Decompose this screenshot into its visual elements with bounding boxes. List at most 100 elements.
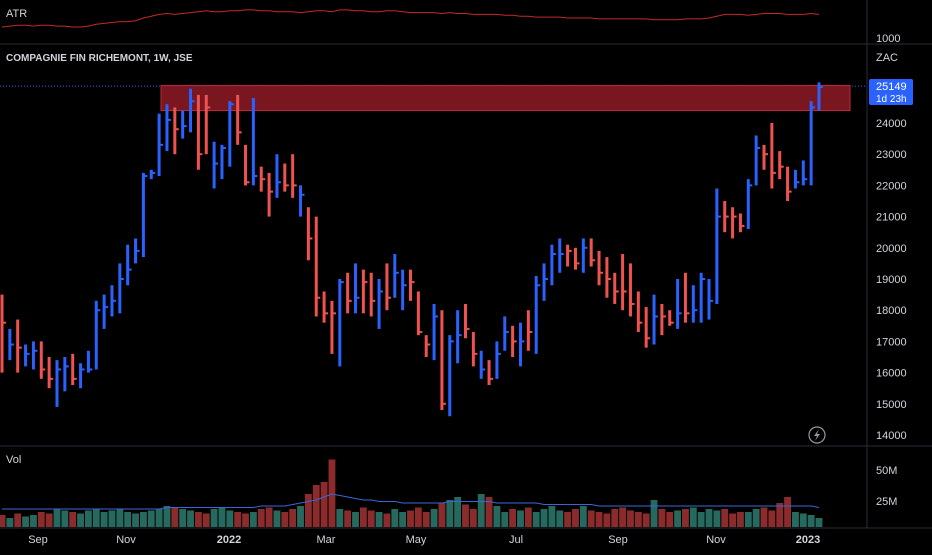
volume-bar [650, 500, 658, 527]
volume-bar [454, 497, 462, 527]
price-tick-label: 17000 [876, 336, 907, 348]
price-axis: 14000 15000 16000 17000 18000 19000 20000 21000… [876, 118, 907, 442]
volume-axis-label: 50M [876, 465, 897, 477]
volume-bar [721, 509, 729, 527]
time-tick-label: Mar [317, 534, 336, 546]
volume-bar [579, 506, 587, 527]
volume-bar [124, 512, 132, 527]
volume-bar [729, 513, 737, 527]
volume-bar [634, 512, 642, 527]
volume-bar [564, 512, 572, 527]
volume-bar [37, 512, 45, 527]
volume-bar [383, 513, 391, 527]
volume-bar [792, 512, 799, 527]
lightning-icon[interactable] [808, 426, 826, 444]
volume-bar [226, 510, 234, 527]
volume-bar [171, 507, 179, 527]
time-tick-label: Sep [608, 534, 628, 546]
volume-bar [77, 513, 84, 527]
volume-bar [45, 513, 53, 527]
volume-bar [352, 512, 359, 527]
volume-bars [0, 459, 823, 527]
volume-bar [603, 513, 611, 527]
volume-bar [375, 512, 383, 527]
volume-bar [737, 512, 744, 527]
volume-bar [391, 509, 399, 527]
volume-bar [22, 516, 29, 527]
volume-bar [155, 509, 163, 527]
volume-bar [328, 459, 336, 527]
volume-bar [430, 509, 438, 527]
atr-line [1, 9, 820, 28]
price-tick-label: 19000 [876, 274, 907, 286]
volume-bar [572, 509, 579, 527]
volume-bar [61, 510, 69, 527]
volume-ma-line [2, 493, 820, 510]
resistance-zone[interactable] [160, 85, 851, 112]
volume-bar [202, 513, 210, 527]
price-tick-label: 21000 [876, 212, 907, 224]
volume-bar [595, 512, 603, 527]
volume-bar [273, 510, 281, 527]
time-tick-label: 2022 [217, 534, 241, 546]
volume-bar [666, 512, 674, 527]
volume-bar [132, 513, 139, 527]
volume-bar [532, 512, 540, 527]
volume-bar [524, 507, 532, 527]
bar-countdown: 1d 23h [876, 94, 907, 105]
volume-bar [304, 494, 312, 527]
volume-bar [705, 509, 713, 527]
price-bars [0, 82, 823, 417]
volume-bar [257, 509, 265, 527]
volume-bar [297, 506, 304, 527]
volume-bar [784, 497, 792, 527]
volume-bar [6, 518, 14, 527]
price-tick-label: 23000 [876, 149, 907, 161]
volume-bar [501, 512, 509, 527]
volume-bar [116, 509, 124, 527]
volume-bar [414, 507, 422, 527]
price-tick-label: 24000 [876, 118, 907, 130]
volume-label: Vol [6, 454, 21, 466]
price-tick-label: 20000 [876, 243, 907, 255]
volume-bar [469, 509, 477, 527]
volume-bar [100, 512, 108, 527]
volume-bar [815, 518, 823, 527]
volume-bar [682, 509, 689, 527]
volume-bar [752, 509, 760, 527]
last-price-badge: 25149 1d 23h [869, 79, 913, 105]
volume-bar [658, 509, 666, 527]
volume-bar [517, 510, 524, 527]
volume-bar [674, 510, 682, 527]
volume-bar [265, 507, 273, 527]
volume-bar [399, 512, 407, 527]
volume-bar [218, 507, 226, 527]
volume-bar [0, 515, 6, 527]
volume-bar [446, 500, 454, 527]
volume-bar [540, 509, 548, 527]
price-tick-label: 14000 [876, 430, 907, 442]
volume-bar [53, 509, 61, 527]
volume-bar [438, 503, 446, 527]
currency-label: ZAC [876, 52, 898, 64]
volume-bar [689, 507, 697, 527]
time-tick-label: 2023 [796, 534, 820, 546]
atr-indicator [1, 9, 820, 28]
volume-bar [367, 510, 375, 527]
volume-bar [234, 512, 242, 527]
volume-bar [556, 510, 564, 527]
volume-bar [147, 510, 155, 527]
volume-bar [84, 510, 92, 527]
atr-label: ATR [6, 8, 27, 20]
volume-bar [477, 494, 485, 527]
volume-bar [642, 513, 650, 527]
volume-bar [485, 497, 493, 527]
volume-bar [627, 510, 634, 527]
time-tick-label: Nov [116, 534, 136, 546]
volume-bar [760, 507, 768, 527]
volume-bar [108, 510, 116, 527]
volume-bar [210, 509, 218, 527]
volume-bar [320, 482, 328, 527]
